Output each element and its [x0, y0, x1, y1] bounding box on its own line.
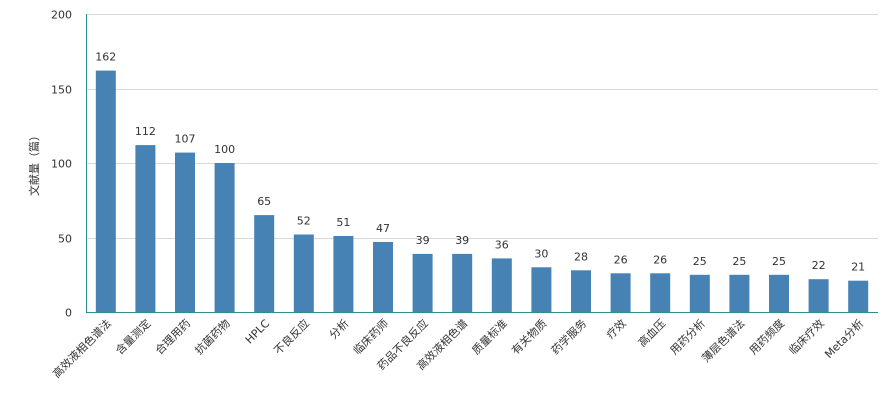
y-axis-title: 文献量（篇）: [27, 130, 41, 196]
data-label: 21: [851, 261, 865, 274]
bar: [769, 274, 789, 313]
bar: [333, 236, 354, 312]
x-tick-label: 临床药师: [350, 316, 391, 357]
x-tick-label: 药学服务: [548, 316, 589, 357]
x-tick-label: 临床疗效: [786, 316, 827, 357]
y-tick-label: 200: [51, 9, 72, 22]
data-label: 28: [574, 250, 588, 263]
bar: [571, 270, 591, 312]
bar: [491, 258, 512, 312]
bar: [95, 70, 116, 312]
bar: [650, 273, 671, 312]
x-tick-label: 高效液相色谱法: [50, 316, 114, 380]
x-tick-label: 疗效: [603, 316, 628, 341]
y-tick-label: 100: [51, 158, 72, 171]
y-tick-label: 150: [51, 84, 72, 97]
data-label: 65: [257, 195, 271, 208]
bar: [412, 253, 433, 312]
axes: [86, 14, 878, 313]
x-tick-label: 用药分析: [667, 316, 708, 357]
x-tick-label: Meta分析: [822, 316, 867, 361]
data-label: 162: [95, 51, 116, 64]
data-label: 26: [653, 253, 667, 266]
data-label: 25: [693, 255, 707, 268]
y-tick-label: 50: [58, 233, 72, 246]
data-label: 36: [495, 238, 509, 251]
y-tick-label: 0: [65, 307, 72, 320]
x-tick-label: 含量测定: [113, 316, 154, 357]
bar: [610, 273, 631, 312]
data-label: 47: [376, 222, 390, 235]
data-label: 39: [455, 234, 469, 247]
x-axis-ticks: 高效液相色谱法 含量测定 合理用药 抗菌药物 HPLC 不良反应 分析 临床药师药品不良反应高…: [50, 316, 867, 380]
data-label: 51: [336, 216, 350, 229]
bar: [293, 234, 314, 312]
x-tick-label: 分析: [326, 316, 351, 341]
data-label: 112: [135, 125, 156, 138]
data-label: 39: [416, 234, 430, 247]
x-tick-label: 有关物质: [509, 316, 550, 357]
data-label: 26: [614, 253, 628, 266]
bar: [135, 145, 156, 312]
bars: [95, 70, 869, 313]
x-tick-label: 薄层色谱法: [699, 316, 748, 365]
data-label: 22: [812, 259, 826, 272]
x-tick-label: 合理用药: [152, 316, 193, 357]
data-labels: 162 112 107 100 65 52 51 47 39 39 36 30 28 26 26 25 25 25…: [95, 51, 865, 274]
x-tick-label: 质量标准: [469, 316, 510, 357]
data-label: 52: [297, 215, 311, 228]
x-tick-label: 高血压: [635, 316, 668, 349]
bar: [452, 253, 473, 312]
bar: [531, 267, 552, 312]
data-label: 25: [772, 255, 786, 268]
bar: [175, 152, 195, 312]
bar: [373, 242, 393, 312]
bar: [254, 215, 275, 312]
bar: [808, 279, 829, 312]
bar: [848, 280, 869, 312]
data-label: 25: [732, 255, 746, 268]
x-tick-label: 用药频度: [746, 316, 787, 357]
bar: [214, 163, 235, 312]
y-axis-ticks: 0 50 100 150 200: [51, 9, 72, 320]
bar: [729, 274, 750, 313]
data-label: 30: [534, 247, 548, 260]
data-label: 107: [175, 133, 196, 146]
bar: [689, 274, 710, 313]
data-label: 100: [214, 143, 235, 156]
gridlines: [86, 14, 878, 239]
x-tick-label: 抗菌药物: [192, 316, 233, 357]
x-tick-label: HPLC: [243, 317, 273, 347]
x-tick-label: 不良反应: [271, 316, 312, 357]
